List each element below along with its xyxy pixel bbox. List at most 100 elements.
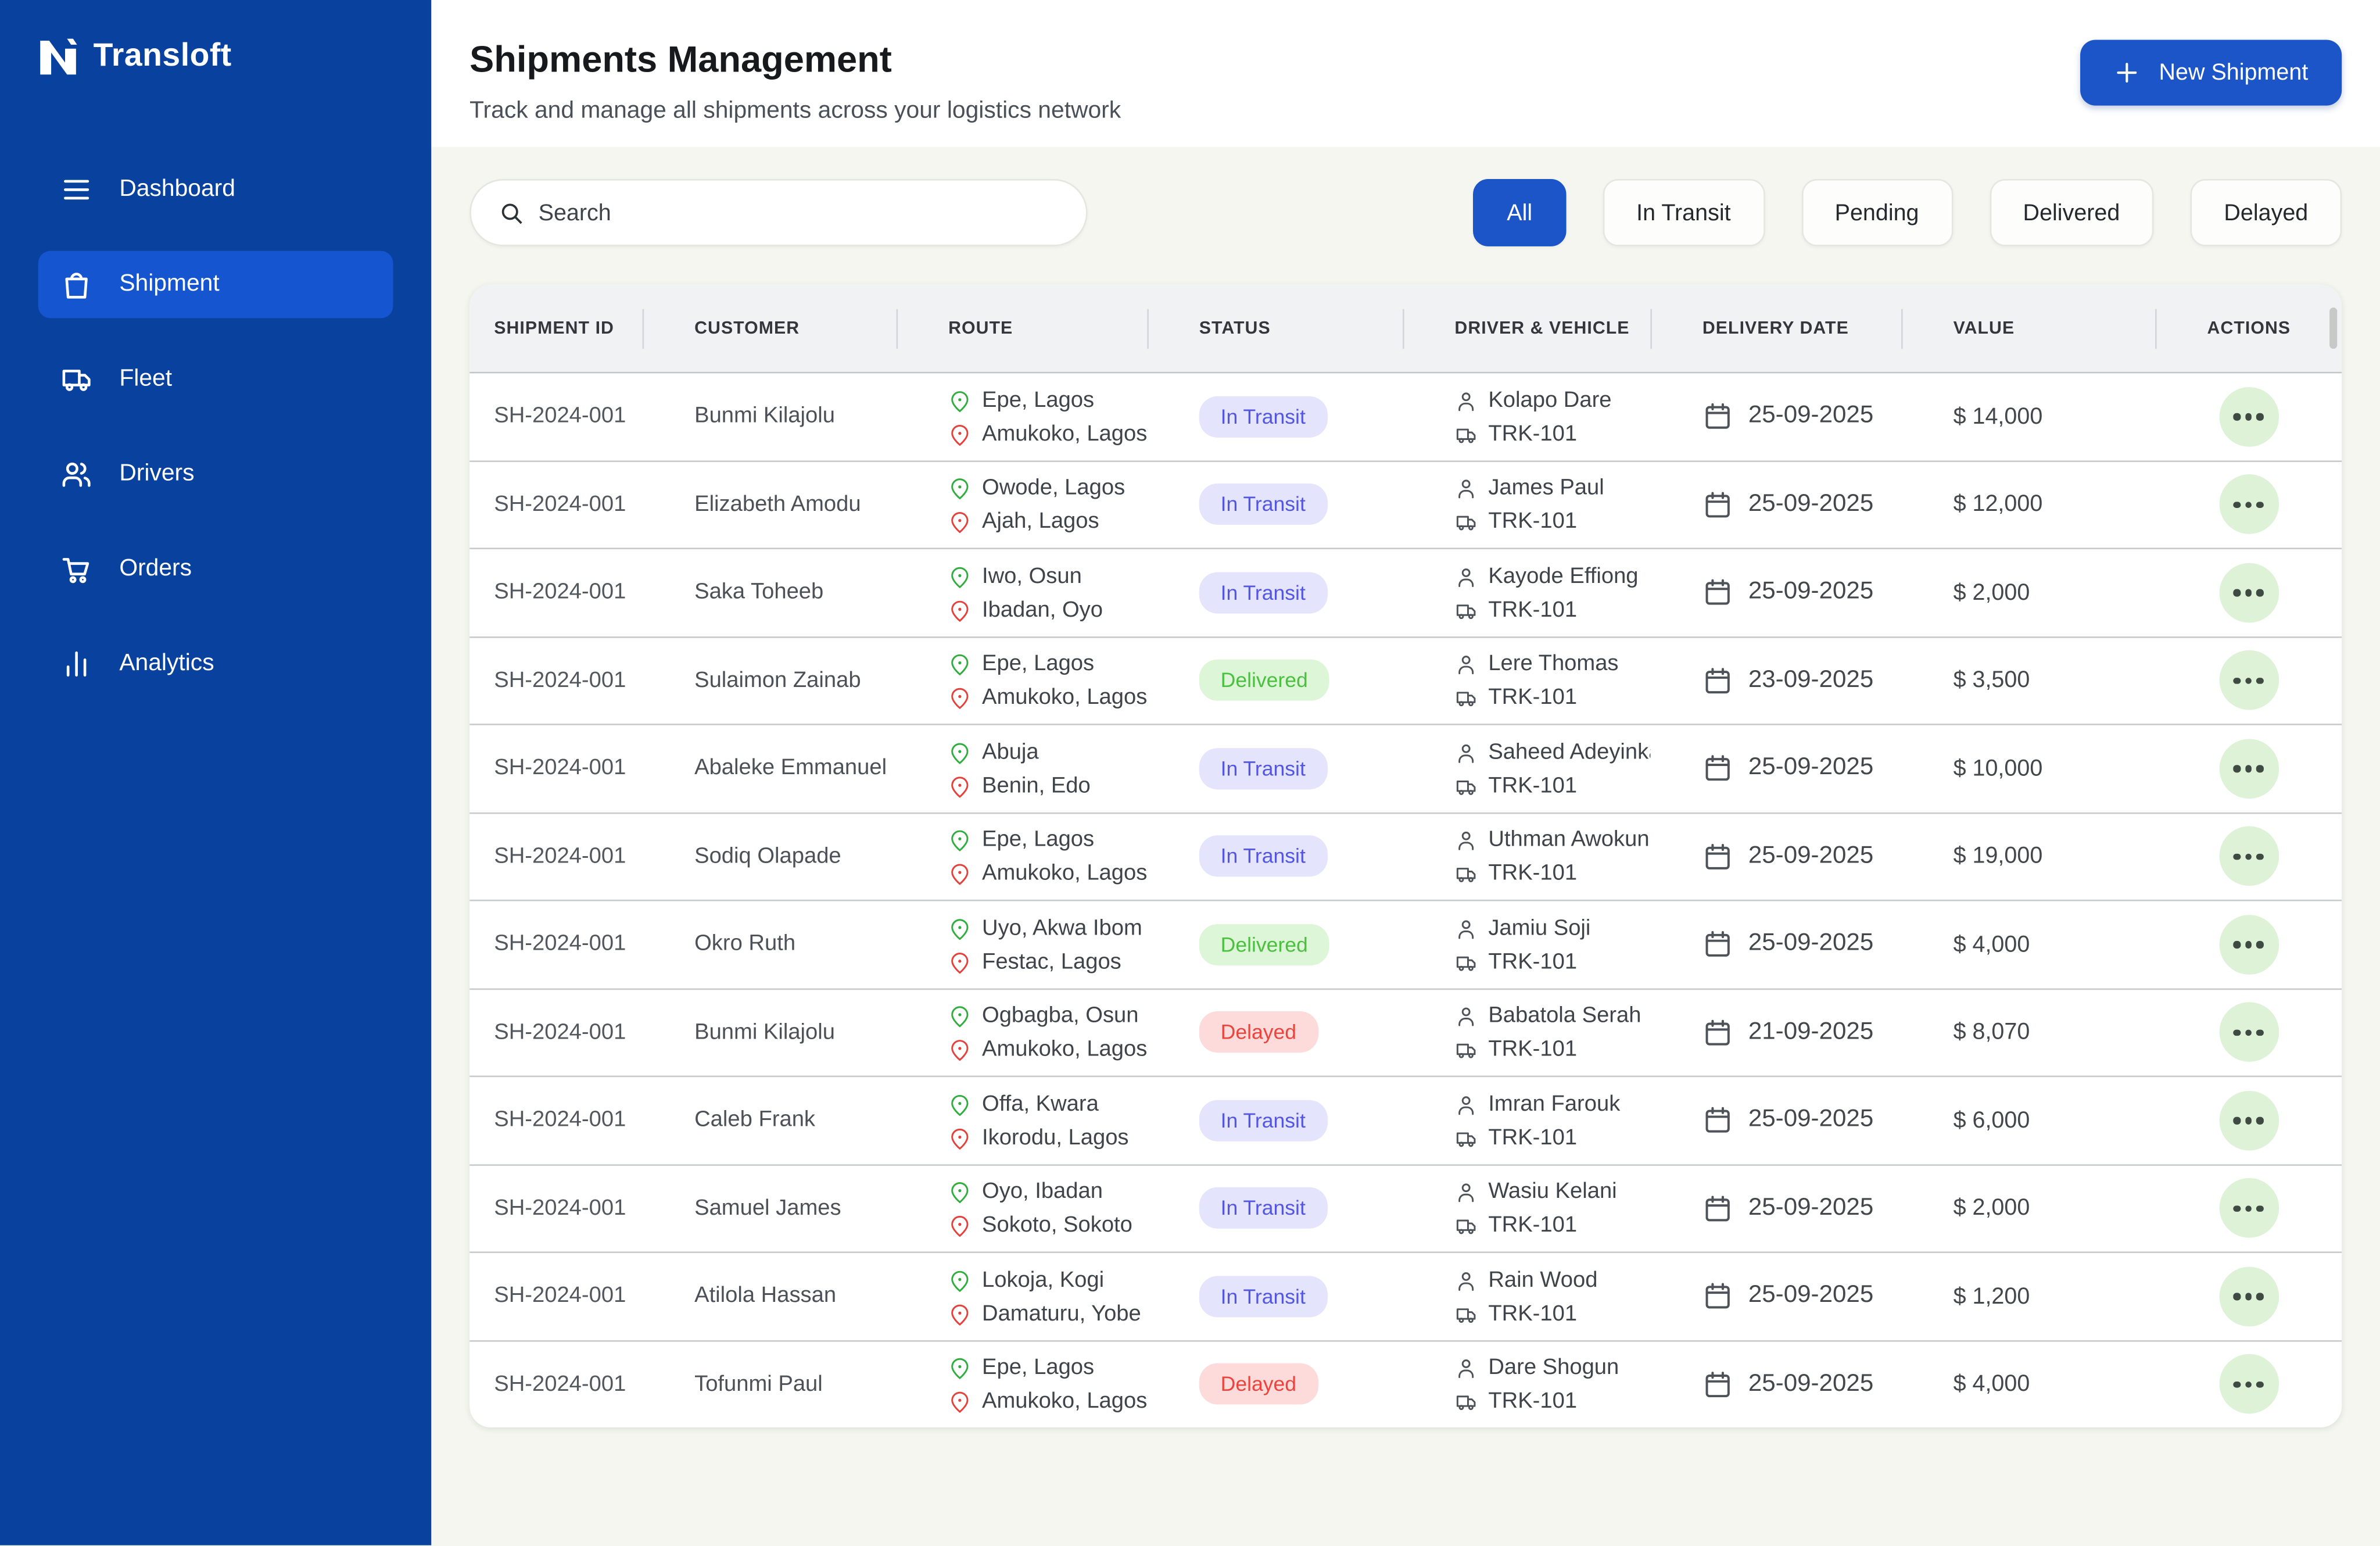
vehicle-line: TRK-101: [1454, 772, 1577, 801]
main-area: Shipments Management Track and manage al…: [431, 0, 2380, 1545]
row-actions-button[interactable]: [2218, 738, 2278, 799]
filter-pending[interactable]: Pending: [1801, 178, 1953, 246]
value-cell: $ 1,200: [1953, 1283, 2030, 1309]
route-origin: Epe, Lagos: [948, 650, 1094, 679]
route-destination: Amukoko, Lagos: [948, 860, 1147, 889]
status-badge: Delivered: [1199, 660, 1329, 702]
origin-text: Ogbagba, Osun: [982, 1004, 1139, 1029]
filter-delivered[interactable]: Delivered: [1989, 178, 2154, 246]
actions-cell: [2155, 901, 2342, 987]
origin-text: Epe, Lagos: [982, 652, 1095, 677]
row-actions-button[interactable]: [2218, 1002, 2278, 1062]
driver-name: Lere Thomas: [1488, 652, 1619, 677]
page-title: Shipments Management: [469, 40, 892, 81]
actions-cell: [2155, 813, 2342, 900]
row-actions-button[interactable]: [2218, 1266, 2278, 1326]
col-actions: ACTIONS: [2155, 285, 2342, 372]
row-actions-button[interactable]: [2218, 650, 2278, 711]
dot: [2233, 1380, 2241, 1388]
driver-vehicle-cell: James Paul TRK-101: [1403, 461, 1650, 548]
route-destination: Ibadan, Oyo: [948, 596, 1103, 625]
vehicle-line: TRK-101: [1454, 509, 1577, 538]
dot: [2245, 589, 2252, 596]
cart-icon: [62, 558, 89, 584]
driver-line: Lere Thomas: [1454, 650, 1619, 679]
row-actions-button[interactable]: [2218, 1178, 2278, 1239]
sidebar-item-shipment[interactable]: Shipment: [38, 250, 393, 318]
route-destination: Sokoto, Sokoto: [948, 1212, 1132, 1241]
driver-vehicle-cell: Saheed Adeyinka TRK-101: [1403, 725, 1650, 812]
destination-pin-icon: [951, 1392, 969, 1413]
driver-line: Uthman Awokunle: [1454, 826, 1650, 856]
shipment-id-cell: SH-2024-001: [494, 932, 626, 957]
sidebar-item-dashboard[interactable]: Dashboard: [38, 156, 393, 224]
status-cell: Delayed: [1147, 1341, 1403, 1427]
row-actions-button[interactable]: [2218, 563, 2278, 622]
driver-line: Kayode Effiong: [1454, 563, 1639, 592]
driver-name: Wasiu Kelani: [1488, 1180, 1617, 1205]
delivery-date-text: 25-09-2025: [1748, 578, 1874, 605]
delivery-date-cell: 25-09-2025: [1650, 1253, 1901, 1340]
sidebar-item-orders[interactable]: Orders: [38, 535, 393, 603]
row-actions-button[interactable]: [2218, 1354, 2278, 1414]
table-row: SH-2024-001 Elizabeth Amodu Owode, Lagos…: [469, 460, 2342, 547]
driver-line: Jamiu Soji: [1454, 915, 1590, 944]
dot: [2245, 1116, 2252, 1124]
origin-pin-icon: [951, 391, 969, 412]
destination-pin-icon: [951, 600, 969, 622]
driver-line: Wasiu Kelani: [1454, 1179, 1617, 1208]
table-scrollbar-thumb[interactable]: [2329, 307, 2338, 349]
destination-pin-icon: [951, 512, 969, 534]
driver-vehicle-cell: Dare Shogun TRK-101: [1403, 1341, 1650, 1427]
row-actions-button[interactable]: [2218, 826, 2278, 886]
filter-all[interactable]: All: [1473, 178, 1567, 246]
delivery-date-text: 25-09-2025: [1748, 491, 1874, 517]
brand-logo-icon: [40, 38, 77, 75]
dot: [2245, 1205, 2252, 1212]
customer-cell: Bunmi Kilajolu: [694, 404, 836, 429]
row-actions-button[interactable]: [2218, 1090, 2278, 1150]
driver-name: Uthman Awokunle: [1488, 828, 1651, 853]
row-actions-button[interactable]: [2218, 914, 2278, 975]
search-input[interactable]: [538, 199, 1059, 226]
origin-text: Offa, Kwara: [982, 1091, 1099, 1116]
status-filters: All In Transit Pending Delivered Delayed: [1473, 178, 2342, 246]
filter-in-transit[interactable]: In Transit: [1603, 178, 1765, 246]
vehicle-id: TRK-101: [1488, 774, 1578, 799]
customer-cell: Tofunmi Paul: [694, 1372, 823, 1397]
driver-name: Babatola Serah: [1488, 1004, 1641, 1029]
delivery-date-text: 25-09-2025: [1748, 402, 1874, 429]
dot: [2256, 589, 2264, 596]
route-cell: Oyo, Ibadan Sokoto, Sokoto: [897, 1165, 1148, 1252]
driver-icon: [1458, 919, 1474, 939]
origin-text: Epe, Lagos: [982, 388, 1095, 413]
calendar-icon: [1705, 1195, 1730, 1221]
sidebar-item-analytics[interactable]: Analytics: [38, 631, 393, 698]
status-cell: In Transit: [1147, 1253, 1403, 1340]
filter-delayed[interactable]: Delayed: [2190, 178, 2342, 246]
shipment-id-cell: SH-2024-001: [494, 1372, 626, 1397]
driver-line: Kolapo Dare: [1454, 386, 1612, 416]
driver-vehicle-cell: Rain Wood TRK-101: [1403, 1253, 1650, 1340]
origin-text: Owode, Lagos: [982, 476, 1126, 501]
sidebar-item-drivers[interactable]: Drivers: [38, 441, 393, 508]
row-actions-button[interactable]: [2218, 474, 2278, 535]
new-shipment-button[interactable]: New Shipment: [2081, 40, 2342, 106]
sidebar-item-fleet[interactable]: Fleet: [38, 346, 393, 413]
users-icon: [62, 462, 91, 487]
delivery-date-cell: 25-09-2025: [1650, 1165, 1901, 1252]
delivery-date-text: 25-09-2025: [1748, 1194, 1874, 1221]
new-shipment-label: New Shipment: [2159, 59, 2309, 86]
dot: [2233, 1029, 2241, 1036]
delivery-date-text: 25-09-2025: [1748, 842, 1874, 869]
vehicle-line: TRK-101: [1454, 1212, 1577, 1241]
dot: [2256, 940, 2264, 948]
actions-cell: [2155, 461, 2342, 548]
route-cell: Offa, Kwara Ikorodu, Lagos: [897, 1077, 1148, 1164]
driver-icon: [1458, 1272, 1474, 1291]
destination-pin-icon: [951, 1128, 969, 1150]
route-destination: Amukoko, Lagos: [948, 420, 1147, 449]
row-actions-button[interactable]: [2218, 386, 2278, 447]
delivery-date-cell: 25-09-2025: [1650, 1077, 1901, 1164]
